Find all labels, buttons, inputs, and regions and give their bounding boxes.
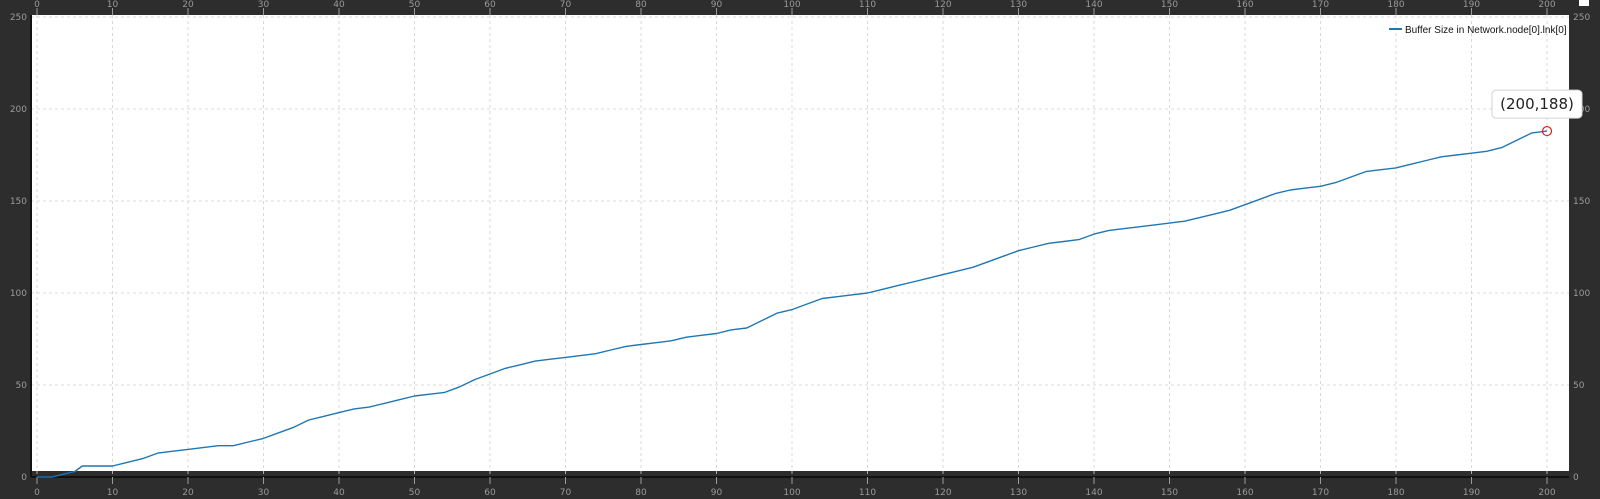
y-tick-label-right: 150 [1573,197,1590,207]
x-tick-label-bottom: 80 [635,488,647,498]
tooltip-label: (200,188) [1500,95,1574,113]
x-tick-label-top: 70 [560,0,572,10]
x-tick-label-bottom: 60 [484,488,496,498]
x-tick-label-bottom: 110 [859,488,876,498]
x-tick-label-top: 200 [1538,0,1555,10]
x-tick-label-top: 160 [1236,0,1253,10]
y-tick-label-left: 200 [10,105,27,115]
x-tick-label-top: 50 [409,0,421,10]
series-line [37,130,1548,478]
x-tick-label-bottom: 140 [1085,488,1102,498]
x-tick-label-top: 110 [859,0,876,10]
x-tick-label-bottom: 130 [1010,488,1027,498]
plot-area [31,15,1569,471]
grid-lines [31,15,1569,477]
tooltip-box [1491,89,1583,119]
legend-label: Buffer Size in Network.node[0].lnk[0] [1405,25,1567,36]
x-tick-label-bottom: 190 [1463,488,1480,498]
series-lines [37,130,1548,478]
x-tick-label-top: 0 [34,0,40,10]
y-tick-label-left: 50 [16,381,28,391]
x-tick-label-top: 10 [107,0,119,10]
x-tick-label-top: 30 [258,0,270,10]
x-tick-label-top: 90 [711,0,723,10]
y-tick-label-left: 150 [10,197,27,207]
x-tick-label-top: 20 [182,0,194,10]
point-tooltip: (200,188) [1491,89,1583,137]
x-tick-label-top: 120 [934,0,951,10]
x-tick-label-top: 180 [1387,0,1404,10]
x-tick-label-top: 150 [1161,0,1178,10]
x-tick-label-bottom: 200 [1538,488,1555,498]
y-tick-label-left: 250 [10,13,27,23]
y-tick-label-right: 50 [1573,381,1585,391]
x-tick-label-top: 130 [1010,0,1027,10]
x-tick-label-top: 100 [783,0,800,10]
x-tick-label-bottom: 30 [258,488,270,498]
legend: Buffer Size in Network.node[0].lnk[0] [1389,25,1567,36]
x-tick-label-top: 140 [1085,0,1102,10]
y-tick-label-right: 250 [1573,13,1590,23]
x-tick-label-bottom: 70 [560,488,572,498]
x-tick-label-top: 60 [484,0,496,10]
x-tick-label-bottom: 20 [182,488,194,498]
x-tick-label-bottom: 40 [333,488,345,498]
y-tick-label-right: 0 [1573,473,1579,483]
x-tick-label-bottom: 50 [409,488,421,498]
y-tick-label-left: 0 [21,473,27,483]
x-tick-label-top: 170 [1312,0,1329,10]
x-tick-label-bottom: 170 [1312,488,1329,498]
x-tick-label-bottom: 160 [1236,488,1253,498]
x-tick-label-bottom: 10 [107,488,119,498]
y-tick-label-left: 100 [10,289,27,299]
corner-widget[interactable] [1579,0,1589,6]
highlight-point-marker [1541,125,1553,137]
x-tick-label-bottom: 90 [711,488,723,498]
x-tick-label-bottom: 180 [1387,488,1404,498]
x-tick-label-bottom: 150 [1161,488,1178,498]
x-tick-label-bottom: 100 [783,488,800,498]
x-tick-label-bottom: 120 [934,488,951,498]
x-tick-label-top: 80 [635,0,647,10]
x-tick-label-top: 40 [333,0,345,10]
y-tick-label-right: 100 [1573,289,1590,299]
x-tick-label-bottom: 0 [34,488,40,498]
tick-labels: 0010102020303040405050606070708080909010… [10,0,1591,498]
x-tick-label-top: 190 [1463,0,1480,10]
